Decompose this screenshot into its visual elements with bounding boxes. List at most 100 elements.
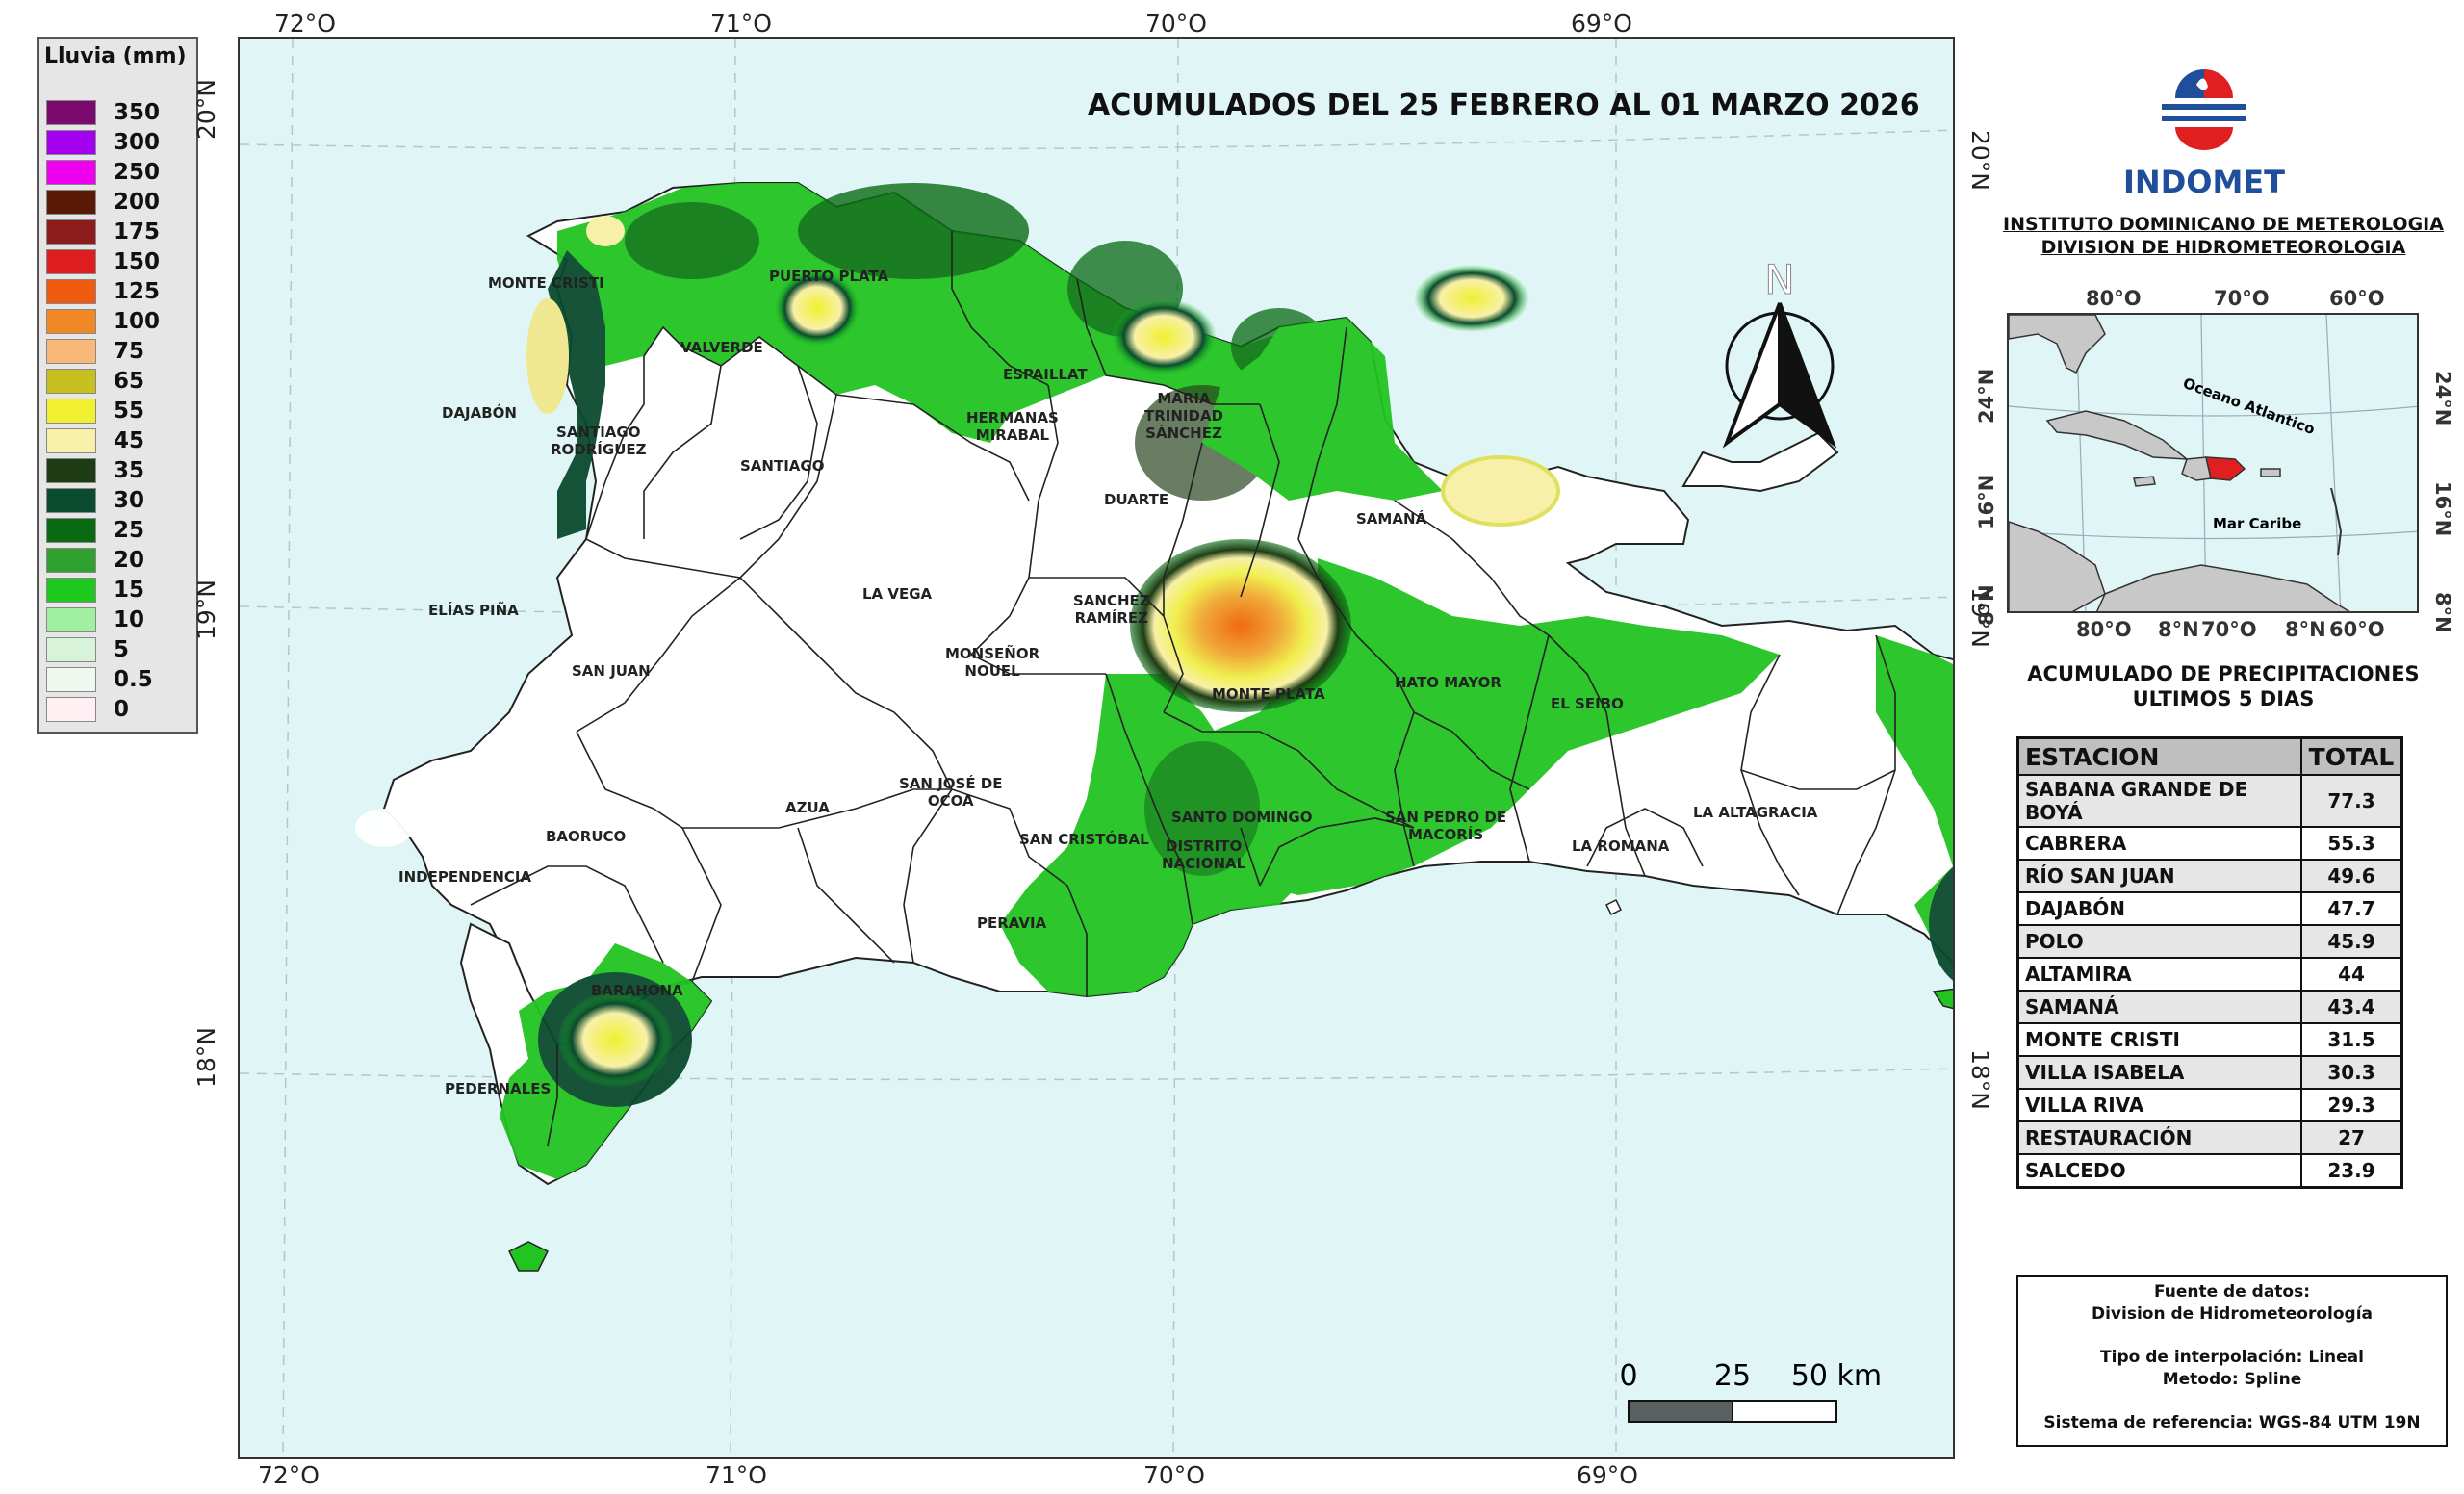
legend-row: 5: [46, 637, 200, 662]
legend-value: 10: [114, 607, 145, 632]
legend-value: 30: [114, 488, 145, 513]
province-la-altagracia: LA ALTAGRACIA: [1693, 804, 1818, 821]
province-san-cristobal: SAN CRISTÓBAL: [1019, 831, 1149, 848]
legend-row: 100: [46, 309, 200, 334]
legend-row: 300: [46, 130, 200, 155]
reference-system: Sistema de referencia: WGS-84 UTM 19N: [2043, 1413, 2421, 1432]
province-pedernales: PEDERNALES: [445, 1080, 552, 1097]
station-name: MONTE CRISTI: [2016, 1022, 2302, 1057]
legend-value: 300: [114, 130, 161, 155]
table-row: POLO 45.9: [2016, 924, 2403, 959]
saona-island: [1932, 988, 1953, 1010]
inset-sea-label: Mar Caribe: [2213, 515, 2301, 532]
top-lon-69: 69°O: [1571, 10, 1632, 38]
table-row: RÍO SAN JUAN 49.6: [2016, 859, 2403, 893]
province-samana: SAMANÁ: [1356, 510, 1427, 528]
legend-swatch: [46, 369, 96, 394]
bottom-lon-71: 71°O: [706, 1461, 767, 1489]
station-total: 45.9: [2300, 924, 2403, 959]
station-total: 23.9: [2300, 1153, 2403, 1189]
station-total: 49.6: [2300, 859, 2403, 893]
province-el-seibo: EL SEIBO: [1551, 695, 1624, 712]
inset-top-80: 80°O: [2086, 287, 2142, 310]
legend-value: 100: [114, 309, 161, 334]
precipitation-map: N 0 25 50 km: [240, 39, 1953, 1457]
province-santiago-rodriguez: SANTIAGO RODRÍGUEZ: [551, 424, 647, 458]
precipitation-hotspots: [526, 216, 1560, 1088]
province-la-romana: LA ROMANA: [1572, 837, 1670, 855]
province-distrito-nacional: DISTRITO NACIONAL: [1162, 837, 1246, 872]
indomet-logo: [2162, 69, 2246, 150]
province-sanchez-ramirez: SANCHEZ RAMÍREZ: [1073, 592, 1150, 627]
province-independencia: INDEPENDENCIA: [398, 868, 532, 886]
table-title-line1: ACUMULADO DE PRECIPITACIONES: [2027, 662, 2420, 685]
north-arrow-icon: N: [1722, 256, 1837, 449]
legend-row: 45: [46, 428, 200, 453]
interpolation-method: Metodo: Spline: [2162, 1370, 2302, 1389]
province-puerto-plata: PUERTO PLATA: [769, 268, 889, 285]
station-name: POLO: [2016, 924, 2302, 959]
table-row: SABANA GRANDE DE BOYÁ 77.3: [2016, 774, 2403, 828]
province-duarte: DUARTE: [1104, 491, 1169, 508]
legend-value: 20: [114, 548, 145, 573]
province-la-vega: LA VEGA: [862, 585, 933, 603]
legend-value: 35: [114, 458, 145, 483]
catalina-island: [1604, 898, 1623, 916]
legend-row: 10: [46, 607, 200, 632]
scale-label-0: 0: [1619, 1359, 1637, 1393]
inset-bottom-8n-a: 8°N: [2158, 618, 2199, 641]
station-total: 44: [2300, 957, 2403, 992]
legend-swatch: [46, 130, 96, 155]
legend-swatch: [46, 339, 96, 364]
legend-row: 0: [46, 697, 200, 722]
legend-value: 350: [114, 100, 161, 125]
legend-row: 250: [46, 160, 200, 185]
province-monte-cristi: MONTE CRISTI: [488, 274, 604, 292]
table-row: VILLA ISABELA 30.3: [2016, 1055, 2403, 1090]
legend-row: 30: [46, 488, 200, 513]
legend-row: 15: [46, 578, 200, 603]
map-frame: N 0 25 50 km MONTE CRISTI PUERTO PLATA V…: [238, 37, 1955, 1459]
table-row: DAJABÓN 47.7: [2016, 891, 2403, 926]
legend-row: 350: [46, 100, 200, 125]
legend-swatch: [46, 607, 96, 632]
table-row: VILLA RIVA 29.3: [2016, 1088, 2403, 1122]
legend-swatch: [46, 279, 96, 304]
province-san-pedro-de-macoris: SAN PEDRO DE MACORÍS: [1385, 809, 1507, 843]
table-title-line2: ULTIMOS 5 DIAS: [2132, 687, 2315, 710]
legend-row: 150: [46, 249, 200, 274]
legend-swatch: [46, 100, 96, 125]
legend-row: 200: [46, 190, 200, 215]
legend-swatch: [46, 190, 96, 215]
legend-swatch: [46, 160, 96, 185]
inset-location-map: Oceano Atlantico Mar Caribe: [2007, 313, 2419, 613]
station-totals-table: ESTACION TOTAL SABANA GRANDE DE BOYÁ 77.3…: [2016, 736, 2403, 1189]
legend-row: 55: [46, 399, 200, 424]
table-row: ALTAMIRA 44: [2016, 957, 2403, 992]
legend-row: 125: [46, 279, 200, 304]
right-lat-20: 20°N: [1966, 130, 1994, 192]
inset-bottom-60: 60°O: [2329, 618, 2385, 641]
interpolation-type: Tipo de interpolación: Lineal: [2100, 1348, 2364, 1367]
station-total: 47.7: [2300, 891, 2403, 926]
table-row: SALCEDO 23.9: [2016, 1153, 2403, 1189]
legend-title: Lluvia (mm): [44, 44, 187, 68]
legend-value: 65: [114, 369, 145, 394]
header-station: ESTACION: [2016, 736, 2302, 776]
dominican-republic-highlight: [2205, 456, 2246, 481]
legend-row: 75: [46, 339, 200, 364]
station-total: 55.3: [2300, 826, 2403, 861]
bottom-lon-69: 69°O: [1577, 1461, 1638, 1489]
legend-swatch: [46, 219, 96, 245]
legend-value: 25: [114, 518, 145, 543]
station-name: SAMANÁ: [2016, 990, 2302, 1024]
station-total: 31.5: [2300, 1022, 2403, 1057]
table-row: CABRERA 55.3: [2016, 826, 2403, 861]
legend-value: 45: [114, 428, 145, 453]
legend-value: 150: [114, 249, 161, 274]
legend-row: 35: [46, 458, 200, 483]
legend-swatch: [46, 637, 96, 662]
legend-value: 0: [114, 697, 130, 722]
inset-left-24: 24°N: [1975, 368, 1998, 424]
legend-value: 125: [114, 279, 161, 304]
